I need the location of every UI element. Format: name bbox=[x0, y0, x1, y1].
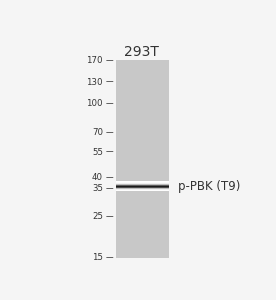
Text: 130: 130 bbox=[86, 78, 103, 87]
Text: 100: 100 bbox=[86, 99, 103, 108]
Bar bbox=[116, 184, 169, 185]
Text: 15: 15 bbox=[92, 253, 103, 262]
Bar bbox=[116, 184, 169, 185]
Text: —: — bbox=[105, 212, 113, 221]
Bar bbox=[116, 183, 169, 184]
Text: —: — bbox=[105, 99, 113, 108]
Text: —: — bbox=[105, 78, 113, 87]
Bar bbox=[116, 189, 169, 190]
Text: —: — bbox=[105, 253, 113, 262]
Bar bbox=[116, 190, 169, 191]
Bar bbox=[116, 188, 169, 189]
Text: —: — bbox=[105, 173, 113, 182]
Bar bbox=[116, 182, 169, 183]
Bar bbox=[116, 183, 169, 184]
Bar bbox=[116, 185, 169, 186]
Text: 25: 25 bbox=[92, 212, 103, 221]
Text: 70: 70 bbox=[92, 128, 103, 137]
Bar bbox=[116, 187, 169, 188]
Bar bbox=[116, 185, 169, 186]
Bar bbox=[116, 188, 169, 189]
Text: —: — bbox=[105, 184, 113, 193]
Bar bbox=[116, 186, 169, 187]
Text: 293T: 293T bbox=[124, 45, 159, 59]
Bar bbox=[116, 186, 169, 187]
Text: —: — bbox=[105, 56, 113, 65]
Text: 40: 40 bbox=[92, 173, 103, 182]
Bar bbox=[116, 183, 169, 184]
Bar bbox=[116, 182, 169, 183]
Bar bbox=[116, 189, 169, 190]
Bar bbox=[116, 187, 169, 188]
Text: 35: 35 bbox=[92, 184, 103, 193]
Text: p-PBK (T9): p-PBK (T9) bbox=[178, 180, 240, 193]
Bar bbox=[116, 60, 169, 258]
Bar bbox=[116, 190, 169, 191]
Bar bbox=[116, 185, 169, 186]
Text: 170: 170 bbox=[86, 56, 103, 65]
Text: 55: 55 bbox=[92, 148, 103, 157]
Text: —: — bbox=[105, 128, 113, 137]
Text: —: — bbox=[105, 148, 113, 157]
